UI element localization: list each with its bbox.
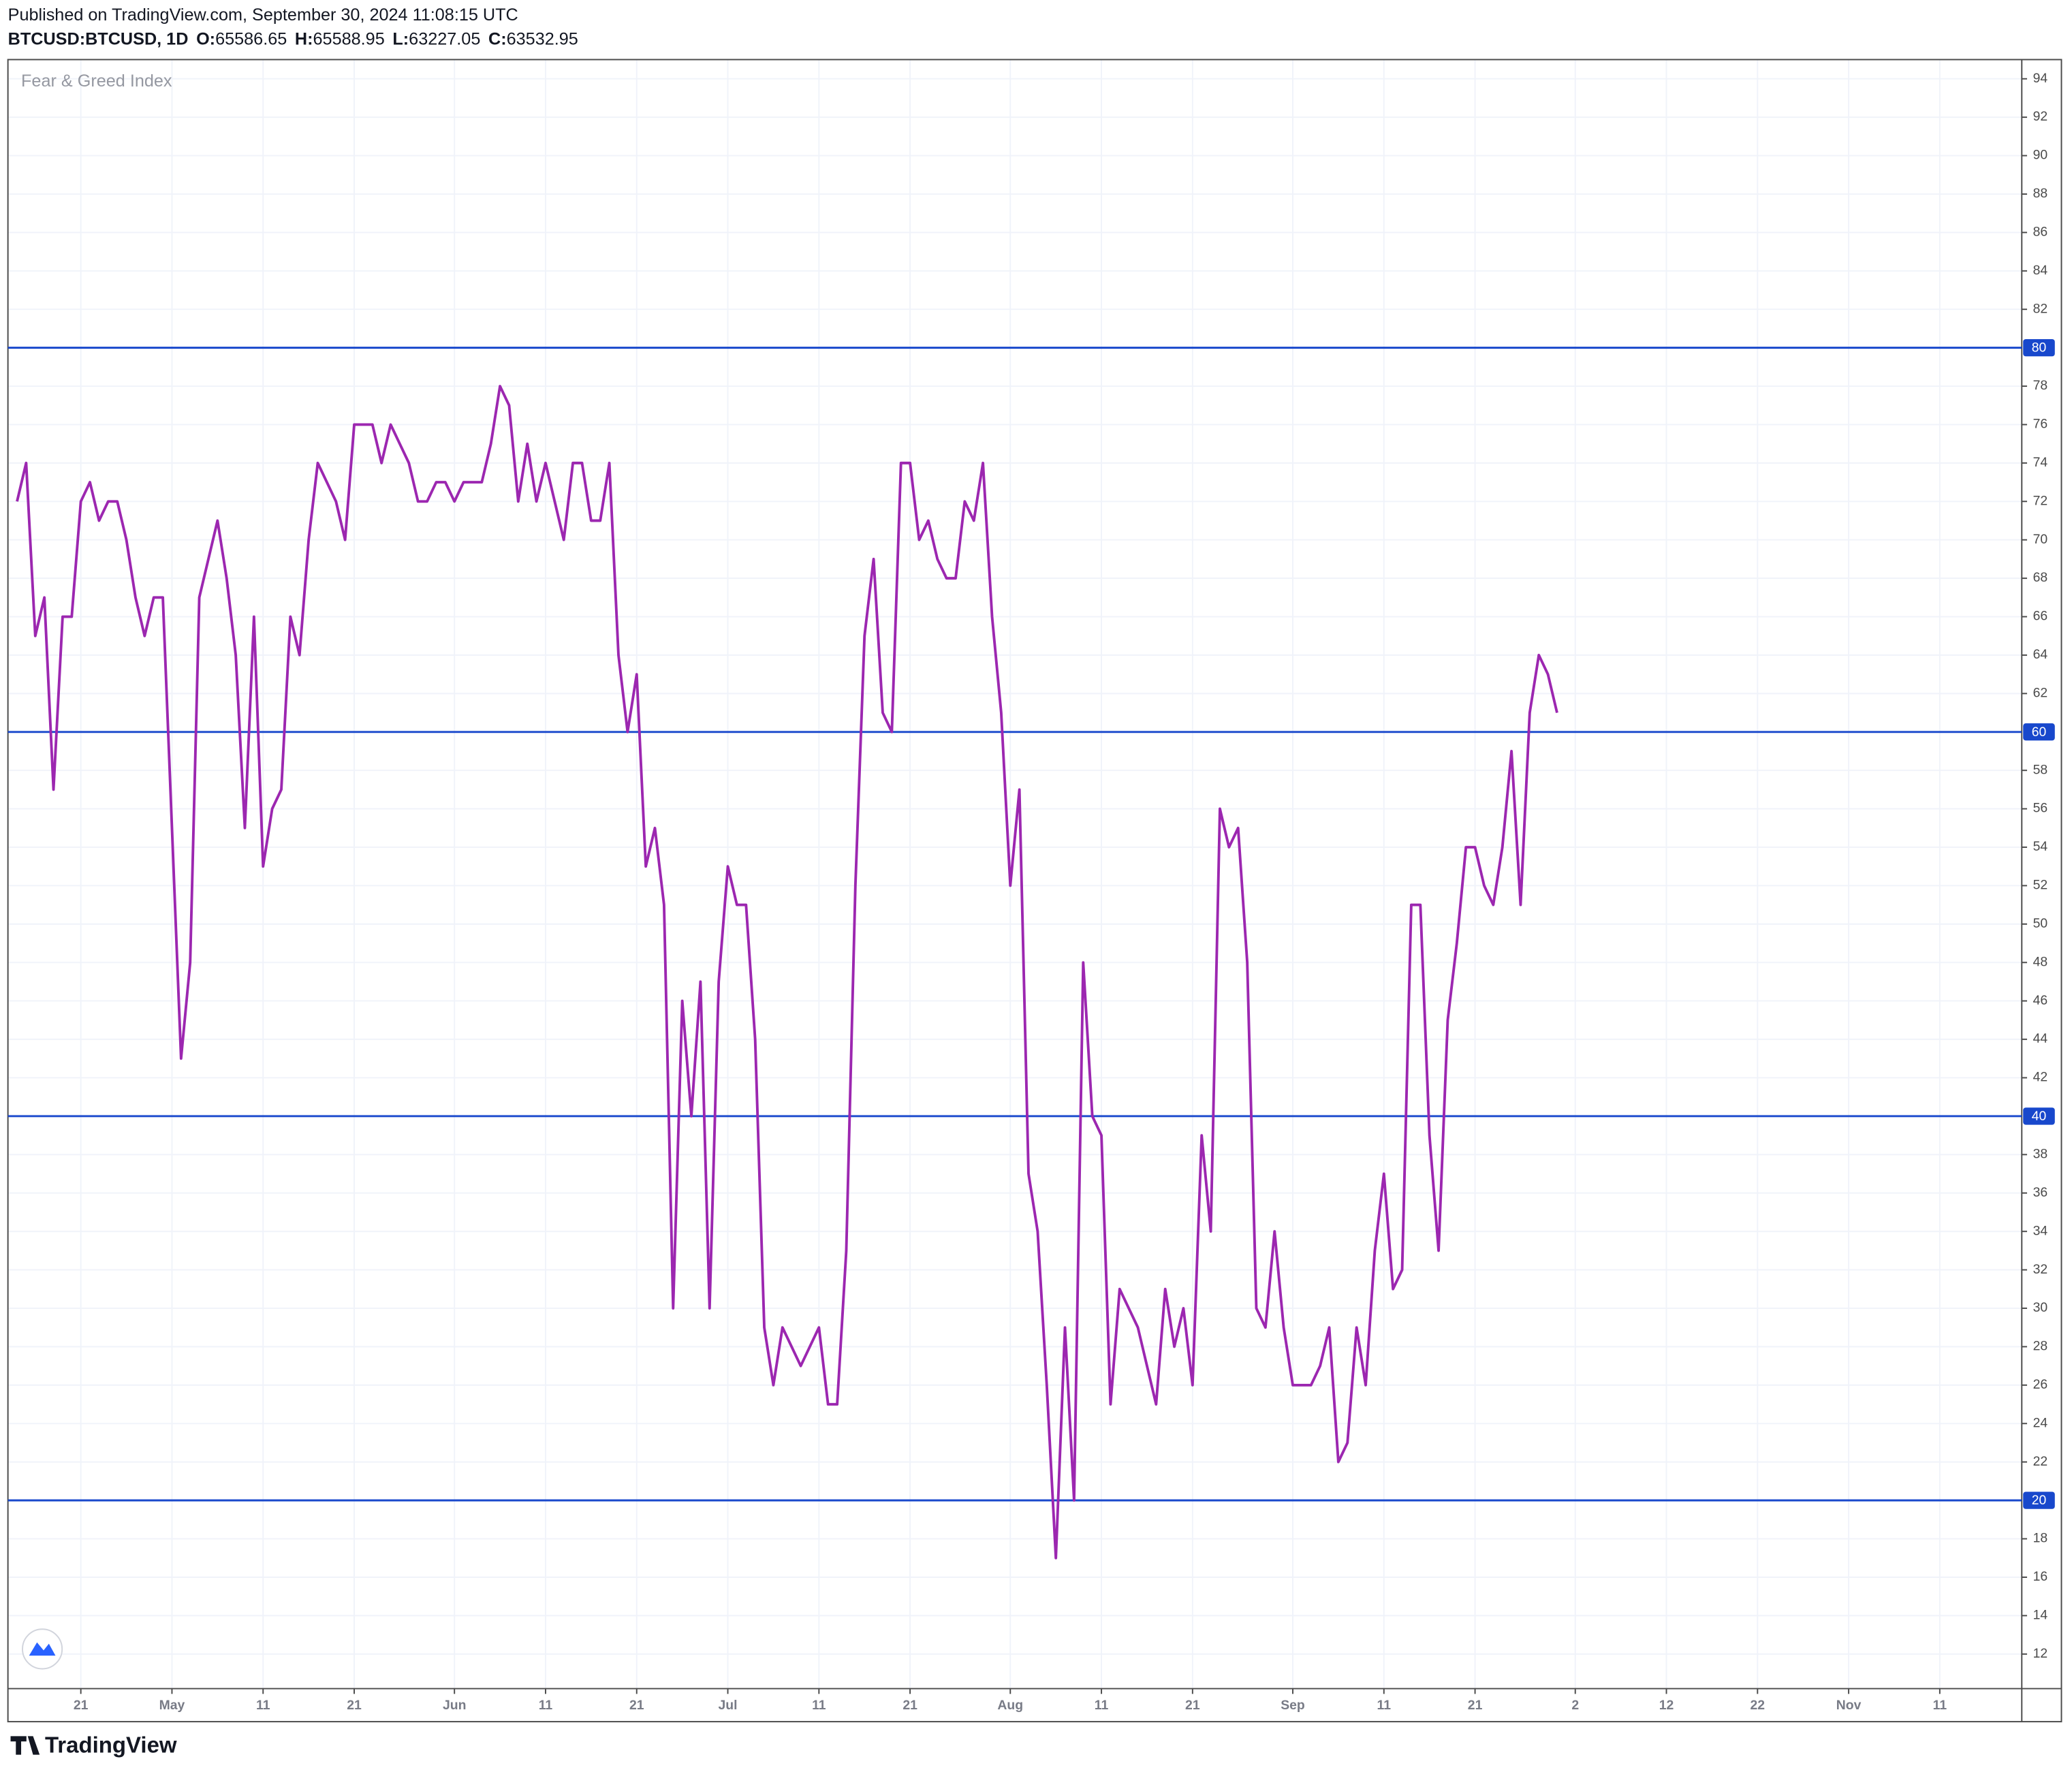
- x-tick-label: Jul: [719, 1698, 738, 1713]
- y-tick-label: 46: [2033, 993, 2048, 1008]
- plot: 12 14 16 18 22 24 26 28 30 32 34 36 38 42 44 46 48 50 52 54…: [7, 71, 2055, 1713]
- y-tick-label: 36: [2033, 1185, 2048, 1200]
- level-label-box: [2023, 339, 2055, 357]
- ohlc-value: 65588.95: [313, 29, 385, 48]
- brand: TradingView: [45, 1733, 177, 1758]
- y-tick-label: 66: [2033, 609, 2048, 624]
- ohlc-value: 63532.95: [507, 29, 578, 48]
- y-tick-label: 86: [2033, 224, 2048, 239]
- ohlc-value: 65586.65: [215, 29, 287, 48]
- level-label: 20: [2032, 1493, 2047, 1508]
- y-tick-label: 76: [2033, 417, 2048, 432]
- x-tick-label: 12: [1659, 1698, 1674, 1713]
- y-tick-label: 30: [2033, 1300, 2048, 1315]
- y-tick-label: 54: [2033, 839, 2048, 854]
- x-tick-label: 21: [1468, 1698, 1483, 1713]
- y-tick-label: 48: [2033, 954, 2048, 969]
- y-tick-label: 64: [2033, 647, 2048, 662]
- level-label-box: [2023, 1107, 2055, 1125]
- y-tick-label: 56: [2033, 801, 2048, 816]
- symbol-line: BTCUSD:BTCUSD, 1D O:65586.65 H:65588.95 L:6…: [8, 29, 578, 48]
- y-tick-label: 82: [2033, 301, 2048, 316]
- logo-icon[interactable]: [29, 1642, 56, 1656]
- y-tick-label: 68: [2033, 570, 2048, 585]
- y-tick-label: 38: [2033, 1147, 2048, 1162]
- y-tick-label: 18: [2033, 1531, 2048, 1546]
- y-tick-label: 72: [2033, 493, 2048, 508]
- y-tick-label: 70: [2033, 532, 2048, 547]
- x-tick-label: 21: [629, 1698, 644, 1713]
- ohlc-label: O:: [196, 29, 215, 48]
- y-tick-label: 14: [2033, 1608, 2048, 1623]
- y-tick-label: 52: [2033, 878, 2048, 893]
- y-tick-label: 84: [2033, 263, 2048, 278]
- y-tick-label: 90: [2033, 148, 2048, 163]
- symbol: BTCUSD:BTCUSD, 1D: [8, 29, 189, 48]
- level-label-box: [2023, 723, 2055, 741]
- x-tick-label: 11: [1095, 1698, 1109, 1713]
- indicator-title: Fear & Greed Index: [21, 72, 172, 91]
- x-tick-label: 11: [256, 1698, 270, 1713]
- x-tick-label: 2: [1571, 1698, 1579, 1713]
- brand-icon: [10, 1736, 40, 1755]
- x-tick-label: 21: [74, 1698, 89, 1713]
- x-tick-label: 21: [347, 1698, 362, 1713]
- y-tick-label: 16: [2033, 1569, 2048, 1584]
- x-tick-label: Sep: [1281, 1698, 1305, 1713]
- x-tick-label: 11: [1377, 1698, 1392, 1713]
- level-label: 40: [2032, 1109, 2047, 1124]
- x-tick-label: May: [159, 1698, 185, 1713]
- y-tick-label: 44: [2033, 1031, 2048, 1046]
- y-tick-label: 88: [2033, 186, 2048, 201]
- ohlc-label: C:: [488, 29, 507, 48]
- ohlc-label: H:: [295, 29, 313, 48]
- y-tick-label: 92: [2033, 109, 2048, 124]
- x-tick-label: 11: [539, 1698, 553, 1713]
- y-tick-label: 50: [2033, 916, 2048, 931]
- x-tick-label: 21: [902, 1698, 917, 1713]
- frame: [7, 59, 2062, 1723]
- y-tick-label: 94: [2033, 71, 2048, 86]
- y-tick-label: 34: [2033, 1223, 2048, 1238]
- ohlc-value: 63227.05: [409, 29, 480, 48]
- level-label: 60: [2032, 725, 2047, 740]
- level-label: 80: [2032, 341, 2047, 355]
- y-tick-label: 74: [2033, 455, 2048, 470]
- x-tick-label: 21: [1185, 1698, 1200, 1713]
- x-tick-label: Nov: [1836, 1698, 1862, 1713]
- y-tick-label: 62: [2033, 686, 2048, 701]
- logo-badge[interactable]: [22, 1628, 63, 1670]
- series-line: [16, 385, 1558, 1560]
- x-tick-label: Jun: [443, 1698, 466, 1713]
- y-tick-label: 78: [2033, 378, 2048, 393]
- y-tick-label: 12: [2033, 1646, 2048, 1661]
- y-tick-label: 32: [2033, 1262, 2048, 1277]
- y-tick-label: 28: [2033, 1339, 2048, 1354]
- y-tick-label: 58: [2033, 762, 2048, 777]
- level-label-box: [2023, 1491, 2055, 1509]
- y-tick-label: 24: [2033, 1415, 2048, 1430]
- y-tick-label: 26: [2033, 1377, 2048, 1392]
- ohlc-label: L:: [392, 29, 409, 48]
- published-note: Published on TradingView.com, September …: [8, 5, 518, 25]
- x-tick-label: 11: [812, 1698, 826, 1713]
- y-tick-label: 42: [2033, 1070, 2048, 1085]
- x-tick-label: Aug: [997, 1698, 1023, 1713]
- grid: [7, 59, 2022, 1689]
- x-tick-label: 11: [1933, 1698, 1947, 1713]
- y-tick-label: 22: [2033, 1454, 2048, 1469]
- x-tick-label: 22: [1751, 1698, 1765, 1713]
